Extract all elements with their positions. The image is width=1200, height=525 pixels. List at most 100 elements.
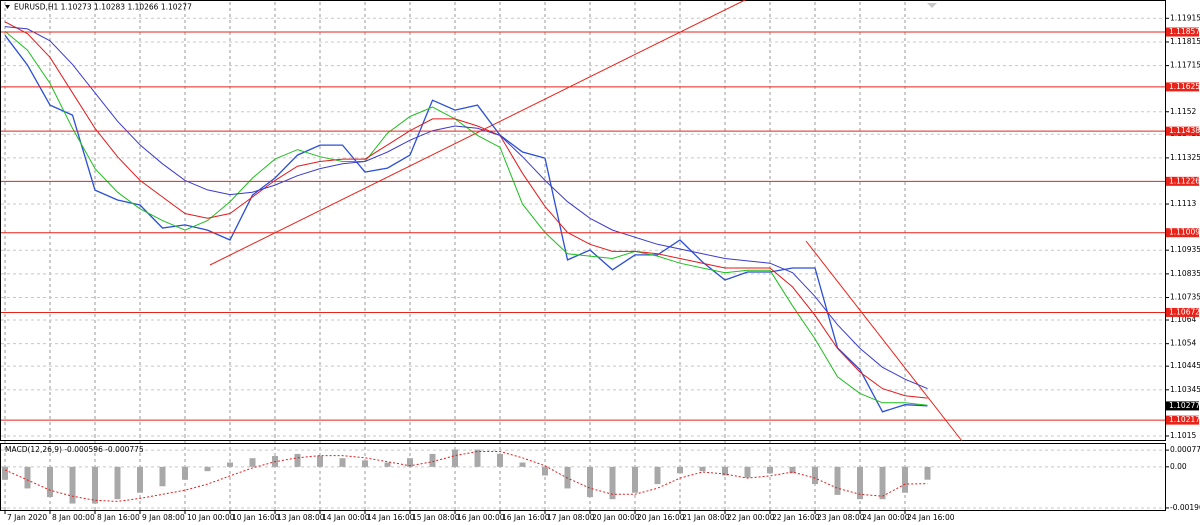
macd-bar [92, 466, 98, 504]
level-label: 1.11625 [1169, 82, 1200, 91]
macd-bar [159, 466, 166, 487]
level-label-box [1166, 27, 1199, 37]
macd-bar [767, 466, 773, 474]
macd-bar [69, 466, 76, 504]
macd-bar [924, 466, 931, 480]
macd-bar [474, 449, 481, 467]
x-tick-label: 15 Jan 08:00 [412, 513, 460, 522]
x-tick-label: 22 Jan 16:00 [772, 513, 820, 522]
y-tick-label: 1.1054 [1170, 339, 1196, 348]
macd-bar [654, 466, 661, 485]
x-tick-label: 10 Jan 16:00 [232, 513, 280, 522]
macd-bar [519, 462, 526, 467]
trend-line [209, 0, 746, 266]
x-tick-label: 13 Jan 08:00 [277, 513, 325, 522]
y-tick-label: 0.00 [1170, 462, 1187, 471]
macd-bar [744, 466, 751, 478]
macd-bar [789, 466, 796, 474]
level-label: 1.11226 [1169, 176, 1200, 185]
x-tick-label: 20 Jan 16:00 [637, 513, 685, 522]
y-tick-label: 1.1064 [1170, 315, 1196, 324]
macd-bar [2, 466, 8, 480]
macd-bar [452, 449, 458, 467]
price-line [4, 21, 928, 399]
macd-bar [294, 453, 301, 467]
level-label: 1.11857 [1169, 27, 1200, 36]
macd-bar [249, 458, 256, 467]
x-tick-label: 17 Jan 08:00 [547, 513, 595, 522]
y-tick-label: 0.000776 [1170, 445, 1200, 454]
x-tick-label: 24 Jan 16:00 [907, 513, 955, 522]
y-tick-label: 1.11325 [1170, 153, 1200, 162]
x-tick-label: 7 Jan 2020 [7, 513, 47, 522]
y-tick-label: 1.11715 [1170, 61, 1200, 70]
macd-bar [587, 466, 593, 498]
level-label: 1.11009 [1169, 228, 1200, 237]
macd-bar [812, 466, 818, 485]
x-tick-label: 24 Jan 00:00 [862, 513, 910, 522]
level-label-box [1166, 176, 1199, 186]
macd-bar [429, 453, 436, 467]
y-tick-label: 1.10935 [1170, 245, 1200, 254]
x-tick-label: 16 Jan 16:00 [502, 513, 550, 522]
y-tick-label: 1.11815 [1170, 37, 1200, 46]
macd-panel-frame [0, 443, 1166, 511]
x-tick-label: 22 Jan 00:00 [727, 513, 775, 522]
level-label-box [1166, 415, 1199, 425]
macd-bar [497, 453, 503, 467]
macd-bar [857, 466, 863, 500]
macd-bar [677, 466, 683, 474]
main-panel-frame [0, 0, 1166, 441]
menu-icon [5, 5, 10, 9]
macd-bar [317, 456, 323, 467]
y-tick-label: 1.10735 [1170, 293, 1200, 302]
macd-bar [879, 466, 886, 500]
x-tick-label: 8 Jan 16:00 [97, 513, 140, 522]
grid-layer [1, 2, 1165, 511]
macd-bar [609, 466, 616, 500]
macd-bar [227, 462, 233, 467]
level-label-box [1166, 82, 1199, 92]
shift-marker [927, 3, 937, 8]
x-tick-label: 10 Jan 00:00 [187, 513, 235, 522]
macd-bar [699, 466, 706, 472]
macd-bar [24, 466, 31, 489]
price-line [4, 26, 928, 390]
current-price-box [1166, 401, 1199, 411]
macd-bar [204, 466, 211, 472]
macd-bar [362, 460, 368, 467]
x-tick-label: 23 Jan 08:00 [817, 513, 865, 522]
macd-bar [722, 466, 728, 476]
macd-bar [384, 462, 391, 467]
x-tick-label: 21 Jan 08:00 [682, 513, 730, 522]
level-label-box [1166, 307, 1199, 317]
macd-bar [902, 466, 908, 493]
y-tick-label: 1.11915 [1170, 13, 1200, 22]
x-tick-label: 20 Jan 00:00 [592, 513, 640, 522]
chart-title: EURUSD,H1 1.10273 1.10283 1.10266 1.1027… [14, 3, 192, 12]
x-tick-label: 16 Jan 00:00 [457, 513, 505, 522]
x-tick-label: 8 Jan 00:00 [52, 513, 95, 522]
macd-bar [137, 466, 143, 493]
macd-title: MACD(12,26,9) -0.000596 -0.000775 [5, 445, 144, 454]
level-label: 1.11438 [1169, 126, 1200, 135]
macd-bar [47, 466, 53, 498]
macd-bar [182, 466, 188, 480]
x-tick-label: 9 Jan 08:00 [142, 513, 185, 522]
y-tick-label: -0.001905 [1170, 503, 1200, 512]
macd-bar [339, 458, 346, 467]
y-tick-label: 1.10445 [1170, 361, 1200, 370]
macd-bar [407, 458, 413, 467]
y-tick-label: 1.10345 [1170, 385, 1200, 394]
y-tick-label: 1.10835 [1170, 269, 1200, 278]
macd-bar [834, 466, 841, 495]
trend-line [805, 240, 963, 442]
level-label-box [1166, 228, 1199, 238]
y-tick-label: 1.1152 [1170, 107, 1196, 116]
x-tick-label: 14 Jan 16:00 [367, 513, 415, 522]
mark-layer [1, 21, 1165, 504]
level-label: 1.10217 [1169, 415, 1200, 424]
y-tick-label: 1.1015 [1170, 431, 1196, 440]
